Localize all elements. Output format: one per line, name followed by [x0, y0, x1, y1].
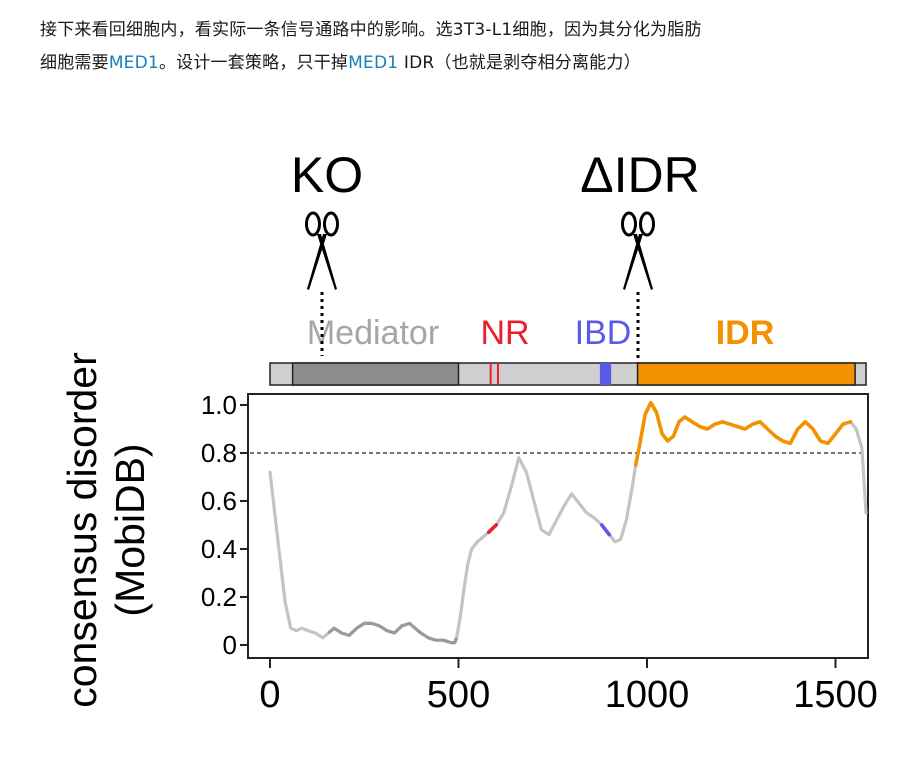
article-line-1-text: 接下来看回细胞内，看实际一条信号通路中的影响。选3T3-L1细胞，因为其分化为脂…: [40, 20, 702, 40]
domain-block-mediator: [291, 362, 460, 386]
x-tick-label-1: 500: [427, 674, 490, 716]
delta-idr-label: ΔIDR: [580, 147, 700, 203]
ko-label: KO: [291, 147, 363, 203]
disorder-trace-idr-segment: [633, 400, 853, 467]
y-axis-title-line-2: (MobiDB): [107, 443, 153, 616]
domain-block-idr: [636, 362, 856, 386]
y-tick-label-0: 0: [223, 630, 237, 660]
domain-label-mediator: Mediator: [307, 314, 439, 352]
disorder-trace-ibd-segment: [600, 523, 612, 537]
protein-domain-bar: [269, 362, 867, 386]
y-tick-label-2: 0.4: [201, 534, 237, 564]
gene-link-med1-first[interactable]: MED1: [108, 53, 159, 73]
gene-link-med1-second[interactable]: MED1: [348, 53, 399, 73]
y-tick-label-3: 0.6: [201, 486, 237, 516]
article-paragraph: 接下来看回细胞内，看实际一条信号通路中的影响。选3T3-L1细胞，因为其分化为脂…: [40, 14, 900, 80]
y-tick-label-1: 0.2: [201, 582, 237, 612]
x-axis: 0 500 1000 1500: [259, 658, 878, 716]
domain-label-ibd: IBD: [575, 314, 632, 352]
domain-label-nr: NR: [480, 314, 529, 352]
didr-scissors-icon: [621, 211, 655, 292]
y-tick-label-4: 0.8: [201, 438, 237, 468]
disorder-series: [268, 400, 868, 645]
plot-frame: [247, 393, 869, 659]
x-tick-label-2: 1000: [605, 674, 690, 716]
y-axis: 0 0.2 0.4 0.6 0.8 1.0: [201, 390, 248, 660]
article-line-2-end: IDR（也就是剥夺相分离能力）: [398, 53, 641, 73]
domain-block-ibd: [599, 363, 612, 385]
article-line-2-middle: 。设计一套策略，只干掉: [158, 53, 349, 73]
domain-label-idr: IDR: [716, 314, 775, 352]
article-line-2-start: 细胞需要: [40, 53, 109, 73]
article-line-2: 细胞需要MED1。设计一套策略，只干掉MED1 IDR（也就是剥夺相分离能力）: [40, 47, 900, 80]
ko-scissors-icon: [305, 211, 339, 292]
y-tick-label-5: 1.0: [201, 390, 237, 420]
disorder-trace-nr-segment: [486, 523, 498, 534]
x-tick-label-3: 1500: [793, 674, 878, 716]
x-tick-label-0: 0: [259, 674, 280, 716]
y-axis-title: consensus disorder (MobiDB): [59, 352, 153, 708]
disorder-trace-mediator-segment: [327, 621, 459, 645]
article-line-1: 接下来看回细胞内，看实际一条信号通路中的影响。选3T3-L1细胞，因为其分化为脂…: [40, 14, 900, 47]
y-axis-title-line-1: consensus disorder: [59, 352, 105, 708]
